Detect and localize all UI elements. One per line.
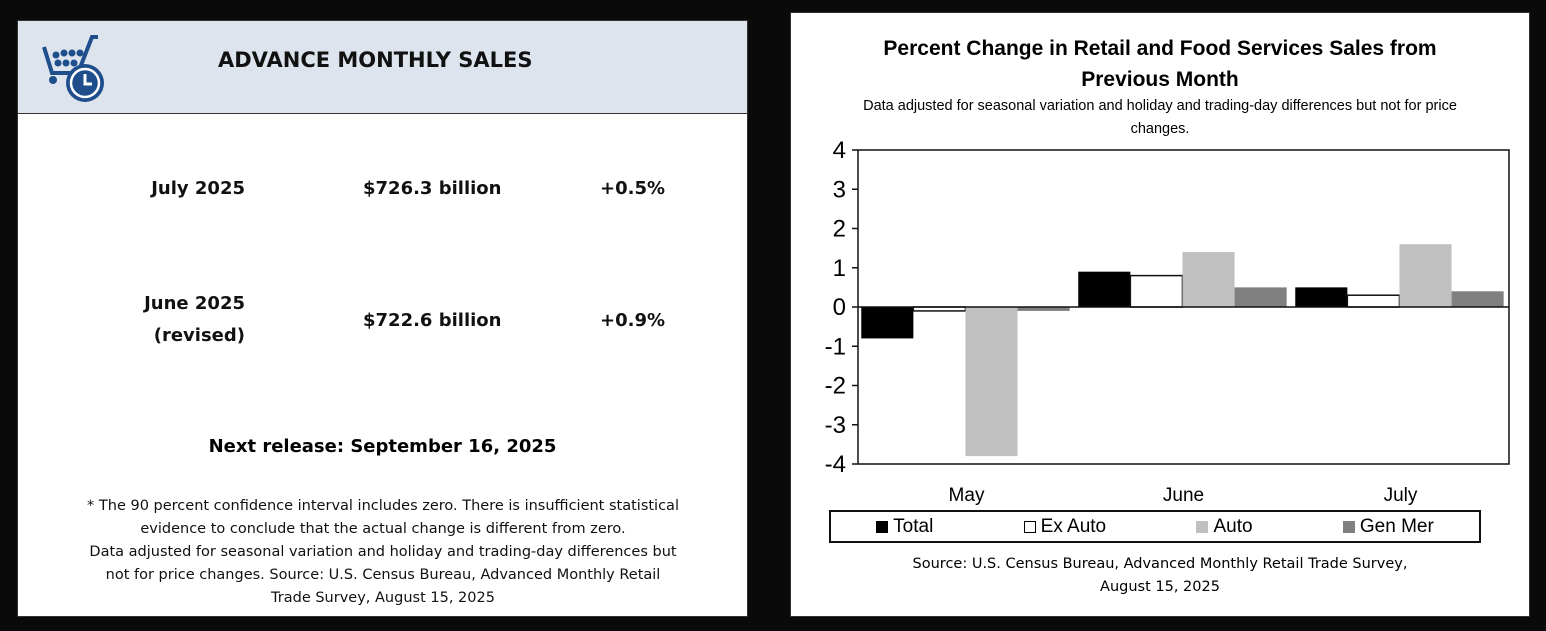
note-line: Trade Survey, August 15, 2025 [271,590,495,606]
note-line: evidence to conclude that the actual cha… [140,521,626,537]
bar-auto [1399,244,1452,307]
y-tick-label: -3 [825,412,846,439]
bar-ex-auto [1129,274,1184,308]
bar-chart: 4 3 2 1 0 -1 -2 -3 -4 May June July [825,137,1510,506]
bar-total [1295,287,1348,307]
row-period-sub: (revised) [153,325,245,346]
legend-item: Ex Auto [1023,515,1107,538]
next-release: Next release: September 16, 2025 [208,436,557,457]
x-tick-label: June [1163,485,1204,506]
legend-label: Ex Auto [1040,515,1107,537]
legend-swatch [876,520,889,533]
bar-total [1078,271,1131,307]
y-tick-label: 4 [833,137,846,164]
source-line: Source: U.S. Census Bureau, Advanced Mon… [912,556,1408,572]
legend-item: Total [876,516,933,538]
y-tick-label: 0 [833,294,846,321]
bar-total [861,307,914,339]
legend-label: Auto [1213,515,1253,537]
note-line: not for price changes. Source: U.S. Cens… [105,567,661,583]
legend-label: Total [893,515,934,537]
summary-header: ADVANCE MONTHLY SALES [18,21,747,114]
legend-label: Gen Mer [1359,515,1434,537]
chart-subtitle: Data adjusted for seasonal variation and… [863,98,1457,137]
header-title: ADVANCE MONTHLY SALES [218,48,533,72]
legend-swatch [1342,520,1355,533]
chart-source: Source: U.S. Census Bureau, Advanced Mon… [791,553,1529,599]
note-line: * The 90 percent confidence interval inc… [87,498,679,514]
y-tick-label: 2 [833,216,846,243]
y-tick-label: -2 [825,373,846,400]
y-tick-label: -1 [825,333,846,360]
chart-panel: Percent Change in Retail and Food Servic… [790,12,1530,617]
legend-swatch [1196,520,1209,533]
bar-gen-mer [1017,307,1070,311]
x-tick-label: July [1384,485,1418,506]
chart-title: Percent Change in Retail and Food Servic… [883,37,1437,91]
row-change: +0.5% [600,178,666,199]
row-amount: $722.6 billion [363,310,502,331]
legend: Total Ex Auto Auto Gen Mer [829,510,1481,543]
shopping-cart-clock-icon [42,35,104,102]
bar-gen-mer [1234,287,1287,307]
legend-item: Auto [1196,515,1253,538]
y-tick-label: 3 [833,176,846,203]
summary-panel: ADVANCE MONTHLY SALES July 2025 $726.3 b… [17,20,748,617]
row-period: June 2025 [144,293,245,314]
x-tick-label: May [949,485,985,506]
row-change: +0.9% [600,310,666,331]
bar-gen-mer [1451,291,1504,307]
legend-swatch [1023,520,1036,533]
bar-ex-auto [1346,294,1401,308]
legend-item: Gen Mer [1342,515,1434,538]
row-period: July 2025 [151,178,245,199]
note-line: Data adjusted for seasonal variation and… [89,544,677,560]
bar-auto [965,307,1018,457]
row-amount: $726.3 billion [363,178,502,199]
source-line: August 15, 2025 [1100,579,1220,595]
y-tick-label: 1 [833,255,846,282]
bar-auto [1182,252,1235,307]
footnote: * The 90 percent confidence interval inc… [38,495,728,610]
y-tick-label: -4 [825,451,846,478]
